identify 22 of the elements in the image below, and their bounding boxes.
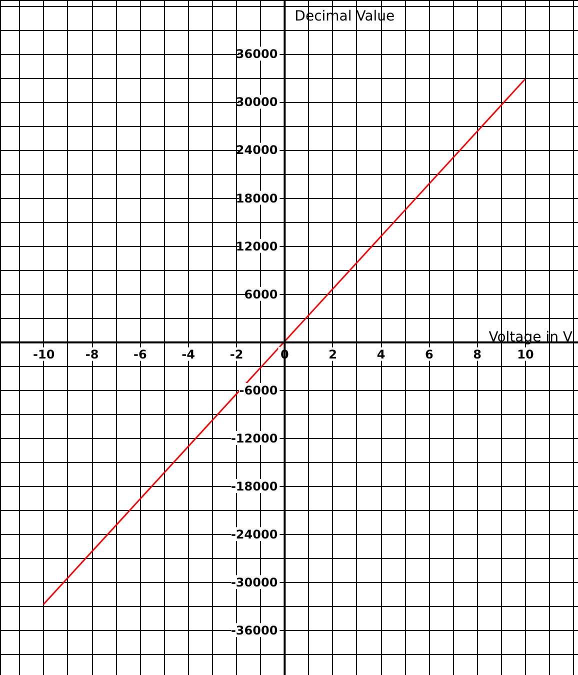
- y-tick-label: 30000: [236, 95, 278, 110]
- y-tick-label: -30000: [230, 576, 278, 590]
- x-tick-label: 2: [328, 347, 338, 362]
- y-tick-label: -36000: [230, 624, 278, 638]
- x-tick-label: -8: [85, 347, 99, 362]
- x-tick-label: -4: [182, 347, 196, 362]
- y-tick-label: -24000: [230, 528, 278, 542]
- y-tick-label: 12000: [236, 239, 278, 254]
- y-tick-label: 6000: [244, 287, 278, 302]
- y-tick-label: 24000: [236, 143, 278, 158]
- y-tick-label: -18000: [230, 480, 278, 494]
- y-tick-label: -6000: [239, 383, 278, 398]
- x-tick-label: 6: [425, 347, 434, 362]
- y-tick-label: 36000: [236, 47, 278, 62]
- x-tick-label: -6: [134, 347, 147, 362]
- x-tick-label: -2: [230, 347, 244, 362]
- x-tick-label: -10: [33, 347, 55, 362]
- x-tick-label: 10: [517, 347, 534, 362]
- x-tick-label: 4: [376, 347, 386, 362]
- y-tick-label: 18000: [236, 191, 278, 206]
- x-tick-label: 8: [473, 347, 482, 362]
- y-tick-label: -12000: [230, 431, 278, 446]
